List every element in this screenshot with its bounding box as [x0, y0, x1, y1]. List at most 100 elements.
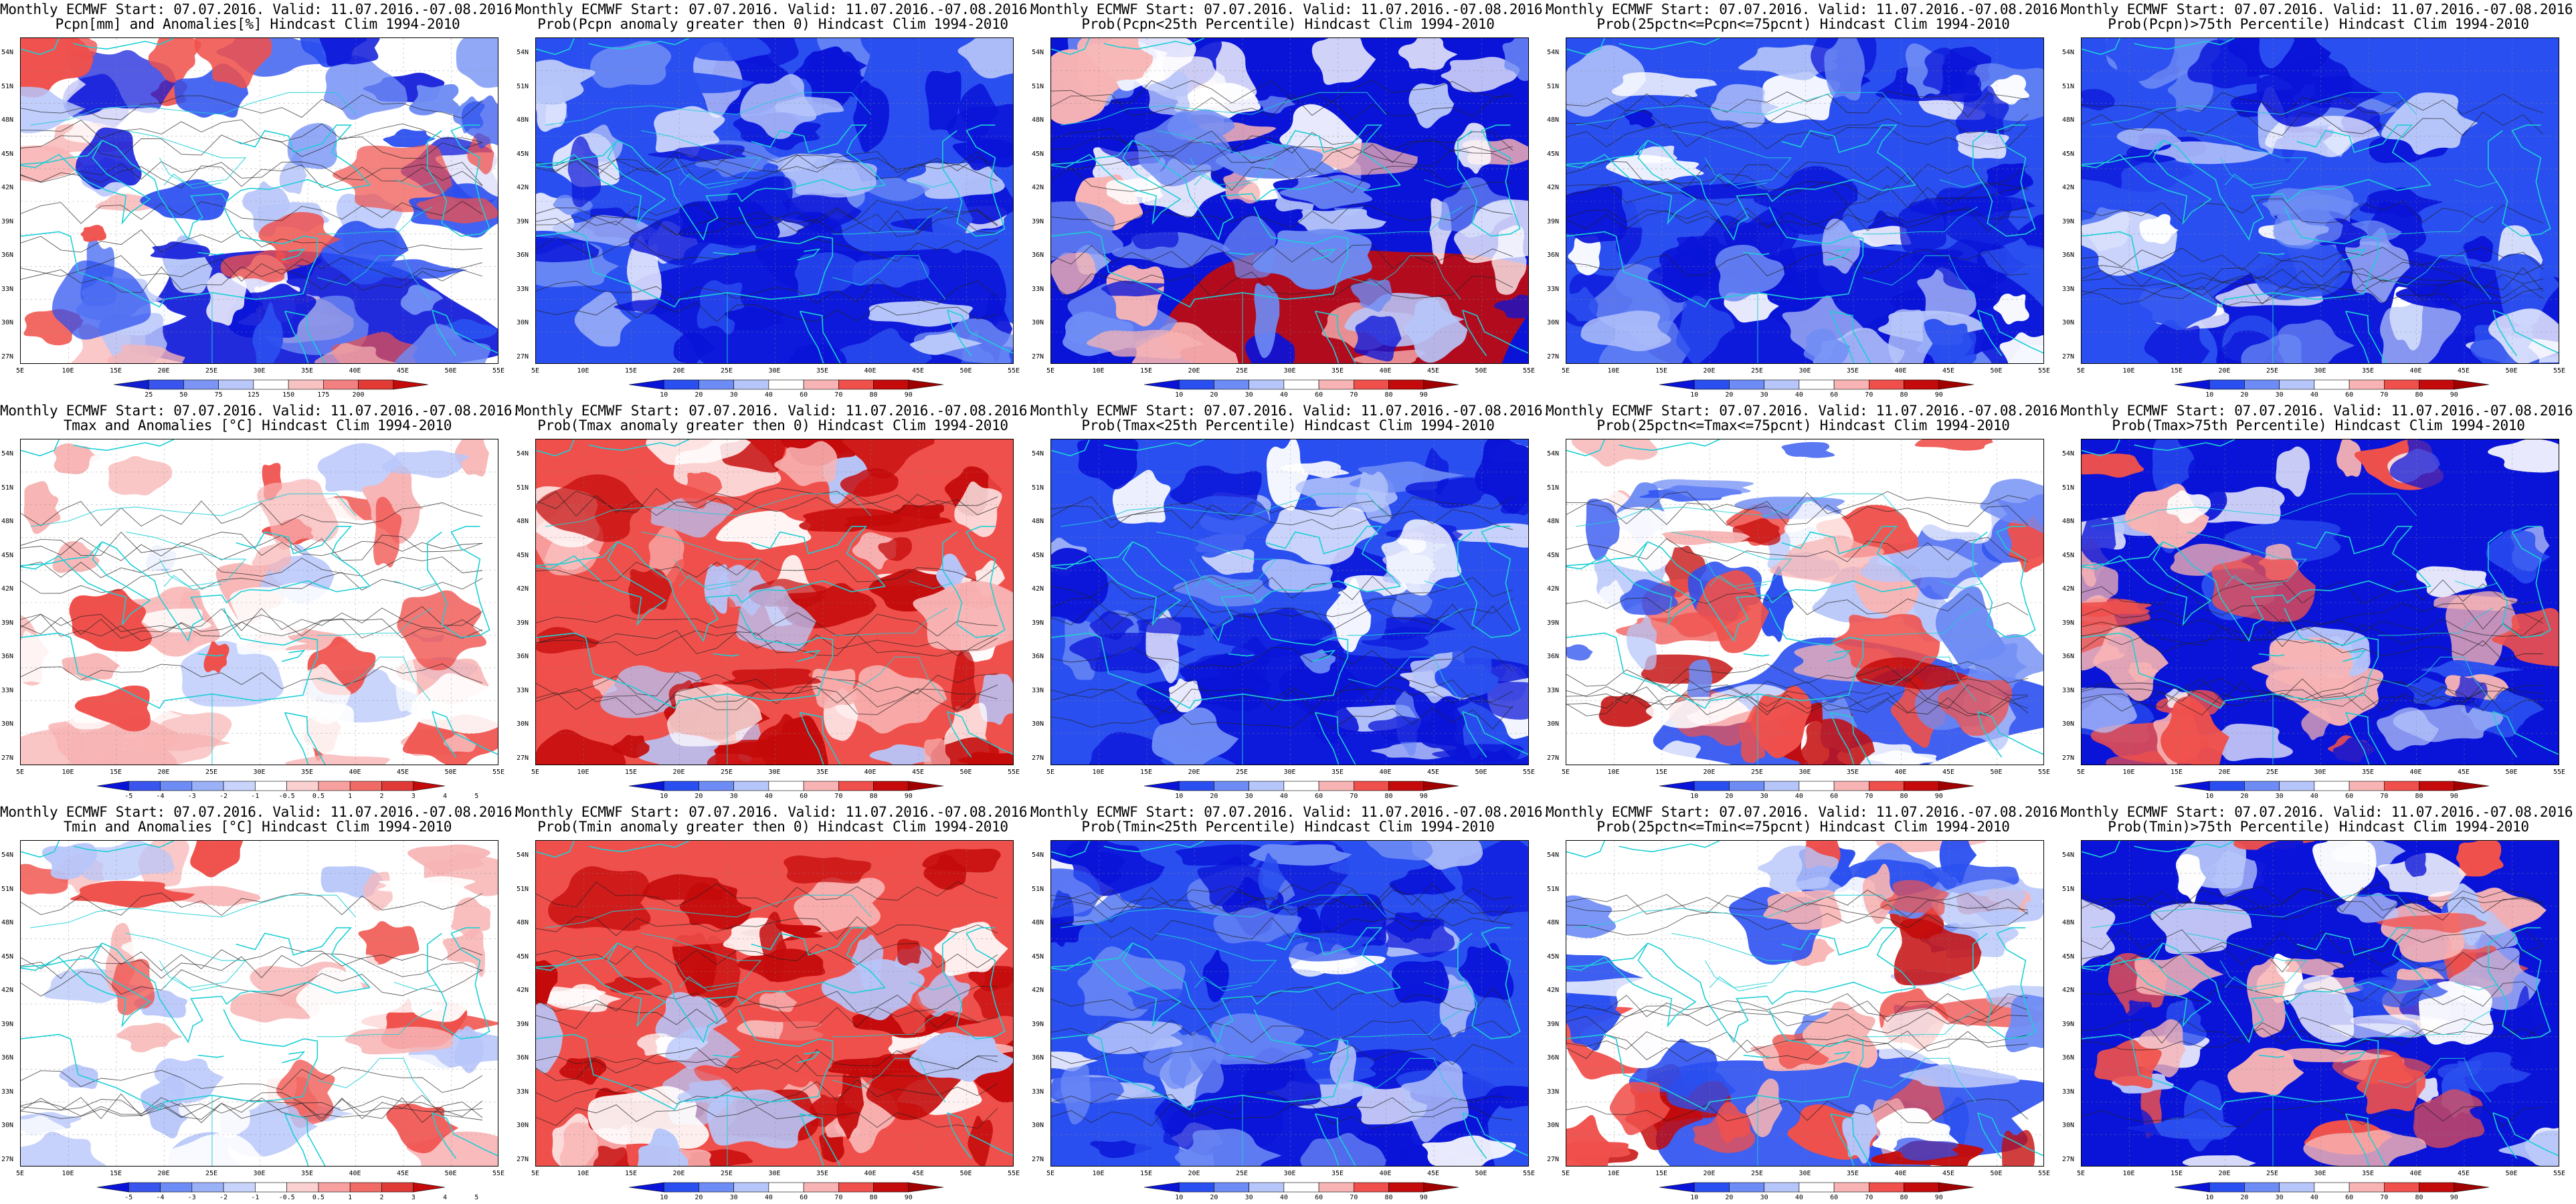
latitude-label: 54N — [1032, 450, 1044, 458]
coastline — [1781, 927, 1916, 989]
longitude-label: 15E — [2170, 367, 2183, 375]
coastline — [2134, 38, 2235, 50]
field-patch — [134, 929, 192, 975]
longitude-label: 35E — [1846, 769, 1859, 776]
field-patch — [536, 729, 626, 765]
colorbar-segment — [803, 1182, 839, 1193]
field-patch — [76, 127, 142, 190]
panel-title-line1: Monthly ECMWF Start: 07.07.2016. Valid: … — [1546, 403, 2066, 419]
latitude-label: 39N — [1032, 619, 1044, 627]
longitude-label: 15E — [1139, 1170, 1153, 1177]
field-patch — [253, 918, 326, 952]
field-patch — [359, 969, 467, 989]
panel-title-line1: Monthly ECMWF Start: 07.07.2016. Valid: … — [1030, 804, 1551, 820]
map-canvas — [1566, 841, 2043, 1166]
field-patch — [2437, 1051, 2532, 1092]
latitude-label: 54N — [517, 450, 529, 458]
longitude-label: 40E — [1894, 769, 1907, 776]
longitude-label: 5E — [1561, 769, 1570, 776]
field-patch — [1389, 864, 1456, 896]
field-patch — [707, 1089, 818, 1148]
panel-title-line1: Monthly ECMWF Start: 07.07.2016. Valid: … — [2061, 1, 2576, 17]
latitude-label: 27N — [517, 754, 529, 762]
latitude-label: 42N — [1032, 184, 1044, 191]
country-border — [1156, 531, 1277, 587]
longitude-label: 45E — [396, 1170, 409, 1177]
contour-line — [1566, 172, 2029, 200]
field-patch — [2176, 854, 2206, 904]
latitude-label: 33N — [1, 1088, 14, 1096]
colorbar-segment — [1178, 379, 1214, 390]
coastline — [2492, 310, 2518, 357]
field-patch — [174, 986, 277, 1056]
colorbar-segment — [908, 1182, 944, 1193]
field-patch — [869, 744, 934, 765]
map-canvas — [21, 439, 498, 765]
coastline — [1566, 1009, 1864, 1110]
coastline — [2492, 711, 2518, 758]
longitude-label: 5E — [531, 1170, 540, 1177]
contour-line — [536, 688, 998, 715]
latitude-label: 48N — [1, 919, 14, 926]
contour-line — [536, 612, 998, 637]
field-patch — [395, 649, 419, 713]
coastline — [284, 1113, 326, 1166]
colorbar-segment — [2384, 379, 2419, 390]
colorbar-segment — [1178, 781, 1214, 791]
latitude-label: 30N — [517, 319, 529, 326]
longitude-label: 5E — [1046, 367, 1055, 375]
colorbar-segment — [218, 379, 254, 390]
contour-line — [1566, 249, 2029, 276]
field-patch — [2082, 599, 2152, 617]
latitude-label: 27N — [1, 353, 14, 361]
contour-line — [1566, 181, 2029, 208]
latitude-label: 51N — [1547, 82, 1560, 90]
field-patch — [1215, 143, 1334, 179]
field-patch — [154, 1058, 224, 1104]
country-border — [909, 580, 953, 589]
forecast-map-panel: Monthly ECMWF Start: 07.07.2016. Valid: … — [0, 401, 521, 803]
coastline — [21, 206, 318, 308]
latitude-label: 33N — [517, 686, 529, 694]
coastline — [751, 124, 886, 186]
field-patch — [1136, 617, 1218, 636]
longitude-label: 10E — [577, 1170, 589, 1177]
field-patch — [536, 474, 644, 542]
colorbar-tick-label: 30 — [2275, 1194, 2284, 1201]
field-patch — [1956, 131, 2009, 159]
latitude-label: 45N — [1032, 952, 1044, 961]
colorbar-tick-label: 40 — [764, 391, 773, 399]
colorbar-segment — [2174, 379, 2210, 390]
map-area — [2081, 840, 2559, 1167]
map-area — [535, 840, 1014, 1167]
longitude-label: 45E — [1427, 1170, 1440, 1177]
field-patch — [205, 467, 250, 528]
coastline — [1462, 711, 1487, 758]
field-patch — [1864, 750, 1937, 765]
colorbar-tick-label: 50 — [179, 391, 188, 399]
field-patch — [1987, 74, 2030, 105]
field-patch — [2017, 214, 2043, 251]
coastline — [2082, 607, 2379, 709]
latitude-label: 30N — [1547, 720, 1560, 728]
latitude-label: 33N — [517, 1088, 529, 1096]
field-patch — [913, 581, 1013, 651]
field-patch — [1851, 225, 1912, 247]
colorbar-segment — [2314, 1182, 2350, 1193]
latitude-label: 42N — [1, 585, 14, 593]
coastline — [432, 710, 498, 755]
country-border — [30, 493, 356, 527]
country-border — [2454, 580, 2498, 589]
field-patch — [111, 959, 155, 1015]
coastline — [799, 712, 824, 765]
longitude-label: 40E — [864, 367, 877, 375]
colorbar-tick-label: 70 — [834, 793, 843, 800]
field-patch — [1935, 586, 2005, 670]
coastline — [797, 649, 821, 662]
country-border — [1061, 894, 1386, 928]
coastline — [1830, 310, 1871, 363]
country-border — [317, 1009, 433, 1037]
coastline — [1743, 252, 1770, 256]
coastline — [2492, 710, 2559, 755]
coastline — [1647, 942, 1916, 1043]
